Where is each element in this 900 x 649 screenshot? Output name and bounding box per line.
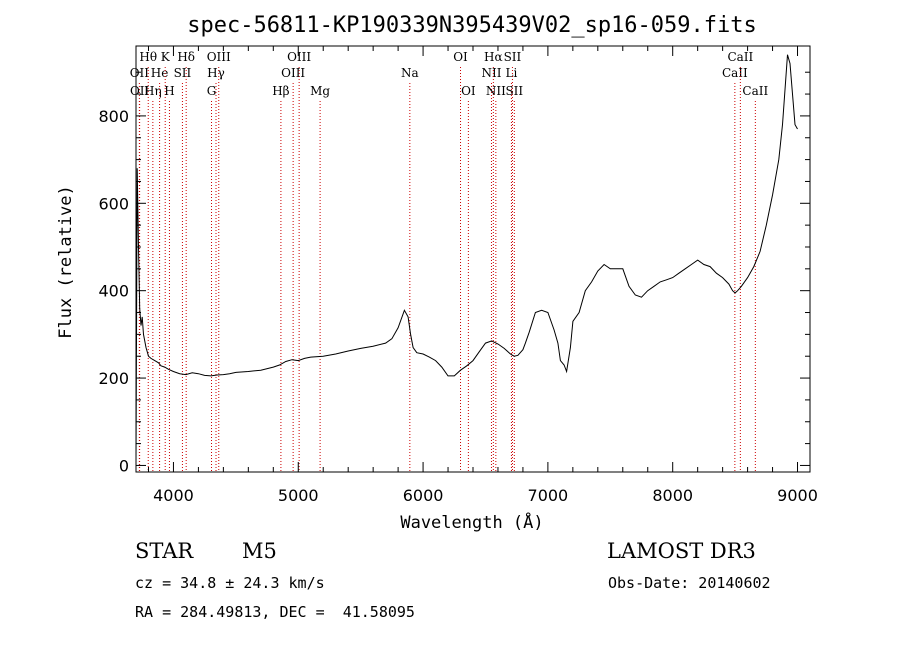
y-tick-label-0: 0 — [119, 456, 129, 475]
x-tick-label-7000: 7000 — [528, 486, 569, 505]
x-axis-label: Wavelength (Å) — [400, 511, 543, 533]
chart-title: spec-56811-KP190339N395439V02_sp16-059.f… — [187, 13, 757, 38]
coordinates: RA = 284.49813, DEC = 41.58095 — [135, 603, 415, 621]
line-marker-label-10: Hγ — [207, 66, 225, 80]
axis-ticks: 4000 5000 6000 7000 8000 9000 0 200 400 600 800 — [98, 46, 818, 505]
line-marker-label-12: Hβ — [272, 84, 289, 98]
line-marker-label-0: OII — [130, 66, 150, 80]
line-marker-label-25: CaII — [722, 66, 748, 80]
line-marker-label-1: OII — [130, 84, 150, 98]
y-tick-label-800: 800 — [98, 107, 129, 126]
line-marker-label-5: K — [161, 50, 171, 64]
line-marker-label-17: OI — [453, 50, 468, 64]
x-tick-label-5000: 5000 — [278, 486, 319, 505]
object-class: STAR — [135, 539, 194, 563]
line-marker-label-19: NII — [481, 66, 501, 80]
line-marker-label-18: OI — [461, 84, 476, 98]
line-marker-label-22: Li — [506, 66, 518, 80]
spectrum-line — [135, 54, 798, 462]
y-axis-label: Flux (relative) — [56, 185, 76, 339]
y-tick-label-600: 600 — [98, 194, 129, 213]
y-tick-label-200: 200 — [98, 369, 129, 388]
line-marker-label-4: He — [151, 66, 169, 80]
line-marker-label-24: SII — [505, 84, 523, 98]
x-tick-label-8000: 8000 — [652, 486, 693, 505]
line-marker-label-6: H — [164, 84, 174, 98]
line-marker-label-21: NII — [486, 84, 506, 98]
line-marker-label-26: CaII — [727, 50, 753, 64]
line-marker-label-3: Hη — [144, 84, 162, 98]
line-marker-label-13: OIII — [281, 66, 305, 80]
line-marker-label-11: OIII — [207, 50, 231, 64]
line-marker-label-7: SII — [174, 66, 192, 80]
line-marker-label-9: G — [207, 84, 217, 98]
y-tick-label-400: 400 — [98, 282, 129, 301]
object-subclass: M5 — [242, 539, 277, 563]
line-marker-label-23: SII — [504, 50, 522, 64]
survey-name: LAMOST DR3 — [607, 539, 756, 563]
line-marker-label-16: Na — [401, 66, 419, 80]
line-marker-label-8: Hδ — [177, 50, 195, 64]
line-marker-label-20: Hα — [484, 50, 503, 64]
line-marker-label-14: OIII — [287, 50, 311, 64]
line-marker-label-15: Mg — [310, 84, 330, 98]
line-marker-label-27: CaII — [742, 84, 768, 98]
x-tick-label-9000: 9000 — [777, 486, 818, 505]
redshift-velocity: cz = 34.8 ± 24.3 km/s — [135, 574, 325, 592]
line-marker-label-2: Hθ — [139, 50, 157, 64]
x-tick-label-4000: 4000 — [153, 486, 194, 505]
observation-date: Obs-Date: 20140602 — [608, 574, 771, 592]
plot-frame — [135, 45, 811, 473]
x-tick-label-6000: 6000 — [403, 486, 444, 505]
line-marker-layer: OIIOIIHθHηHeKHSIIHδGHγOIIIHβOIIIOIIIMgNa… — [130, 50, 768, 472]
